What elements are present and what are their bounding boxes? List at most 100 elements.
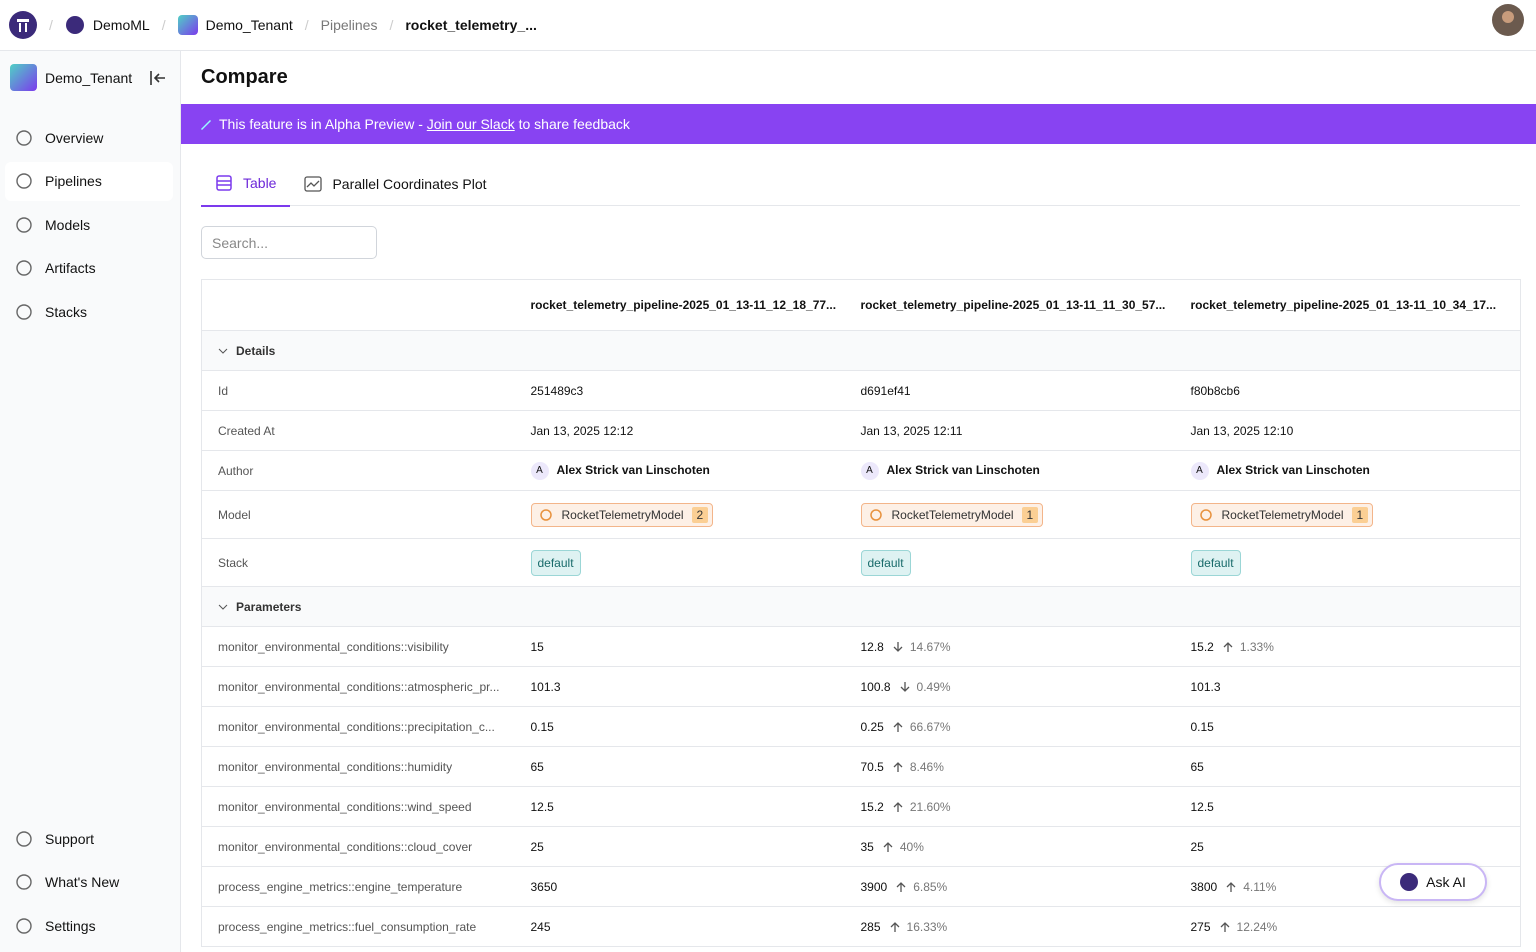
model-version: 1 — [1352, 507, 1369, 523]
tab-label: Table — [243, 175, 276, 191]
search-input[interactable]: Search... — [201, 226, 377, 259]
change-arrow — [899, 681, 911, 693]
param-value: 65 — [531, 760, 544, 774]
row-label: Created At — [202, 411, 531, 451]
param-value: 15.2 — [1191, 640, 1214, 654]
tenant-name[interactable]: Demo_Tenant — [45, 70, 132, 86]
tab[interactable]: Parallel Coordinates Plot — [290, 161, 500, 206]
model-name: RocketTelemetryModel — [892, 508, 1014, 522]
slack-link[interactable]: Join our Slack — [427, 116, 515, 132]
param-value: 0.15 — [531, 720, 554, 734]
nav-item[interactable]: Settings — [5, 906, 173, 945]
param-value: 3800 — [1191, 880, 1218, 894]
cell: 25 — [531, 827, 861, 867]
param-delta: 40% — [900, 840, 924, 854]
ask-ai-button[interactable]: Ask AI — [1379, 863, 1487, 901]
param-value: 12.8 — [861, 640, 884, 654]
row-label: process_engine_metrics::engine_temperatu… — [202, 867, 531, 907]
author-name: Alex Strick van Linschoten — [1217, 463, 1370, 477]
nav-item[interactable]: Artifacts — [5, 249, 173, 288]
nav-item[interactable]: What's New — [5, 863, 173, 902]
page-title: Compare — [201, 66, 288, 89]
sidebar: Demo_Tenant Overview Pipelines Models Artif… — [0, 51, 181, 952]
author-name: Alex Strick van Linschoten — [557, 463, 710, 477]
param-value: 0.25 — [861, 720, 884, 734]
nav-label: Models — [45, 217, 90, 233]
cell: 0.15 — [1191, 707, 1521, 747]
data-row: monitor_environmental_conditions::wind_s… — [202, 787, 1521, 827]
cell: A Alex Strick van Linschoten — [1191, 451, 1521, 491]
stack-badge[interactable]: default — [1191, 550, 1241, 576]
nav-item[interactable]: Models — [5, 205, 173, 244]
model-name: RocketTelemetryModel — [1222, 508, 1344, 522]
cell: 0.15 — [531, 707, 861, 747]
org[interactable]: DemoML — [93, 17, 150, 33]
nav-item[interactable]: Stacks — [5, 292, 173, 331]
param-delta: 6.85% — [913, 880, 947, 894]
cell: RocketTelemetryModel 1 — [861, 491, 1191, 539]
data-row: Stackdefaultdefaultdefault — [202, 539, 1521, 587]
cell: 3650 — [531, 867, 861, 907]
change-arrow — [1225, 881, 1237, 893]
param-value: 12.5 — [531, 800, 554, 814]
model-version: 2 — [692, 507, 709, 523]
tenant[interactable]: Demo_Tenant — [206, 17, 293, 33]
stack-badge[interactable]: default — [531, 550, 581, 576]
cell: 251489c3 — [531, 371, 861, 411]
row-label: Id — [202, 371, 531, 411]
model-name: RocketTelemetryModel — [562, 508, 684, 522]
data-row: process_engine_metrics::engine_temperatu… — [202, 867, 1521, 907]
model-badge[interactable]: RocketTelemetryModel 1 — [1191, 503, 1374, 527]
cell: RocketTelemetryModel 1 — [1191, 491, 1521, 539]
cell: Jan 13, 2025 12:11 — [861, 411, 1191, 451]
model-badge[interactable]: RocketTelemetryModel 1 — [861, 503, 1044, 527]
topbar: / DemoML / Demo_Tenant / Pipelines / roc… — [0, 0, 1536, 51]
param-value: 3650 — [531, 880, 558, 894]
crumb[interactable]: Pipelines — [321, 17, 378, 33]
nav-item[interactable]: Pipelines — [5, 162, 173, 201]
data-row: monitor_environmental_conditions::visibi… — [202, 627, 1521, 667]
row-label: monitor_environmental_conditions::visibi… — [202, 627, 531, 667]
param-value: 70.5 — [861, 760, 884, 774]
cell: default — [861, 539, 1191, 587]
model-version: 1 — [1022, 507, 1039, 523]
avatar: A — [861, 462, 879, 480]
stack-badge[interactable]: default — [861, 550, 911, 576]
change-arrow — [889, 921, 901, 933]
section-row[interactable]: Details — [202, 331, 1521, 371]
nav-item[interactable]: Support — [5, 819, 173, 858]
row-label: monitor_environmental_conditions::wind_s… — [202, 787, 531, 827]
model-badge[interactable]: RocketTelemetryModel 2 — [531, 503, 714, 527]
change-arrow — [892, 801, 904, 813]
corner-cell — [202, 280, 531, 331]
data-row: Created AtJan 13, 2025 12:12Jan 13, 2025… — [202, 411, 1521, 451]
cell: 65 — [1191, 747, 1521, 787]
cell: 25 — [1191, 827, 1521, 867]
tabs: Table Parallel Coordinates Plot — [201, 161, 1520, 206]
alpha-banner: This feature is in Alpha Preview - Join … — [181, 104, 1536, 144]
change-arrow — [892, 721, 904, 733]
param-value: 3900 — [861, 880, 888, 894]
cell: f80b8cb6 — [1191, 371, 1521, 411]
section-row[interactable]: Parameters — [202, 587, 1521, 627]
avatar: A — [1191, 462, 1209, 480]
nav-item[interactable]: Overview — [5, 118, 173, 157]
author-name: Alex Strick van Linschoten — [887, 463, 1040, 477]
param-value: 12.5 — [1191, 800, 1214, 814]
tab[interactable]: Table — [201, 161, 290, 207]
data-row: monitor_environmental_conditions::humidi… — [202, 747, 1521, 787]
cell: RocketTelemetryModel 2 — [531, 491, 861, 539]
cell: 3540% — [861, 827, 1191, 867]
param-value: 285 — [861, 920, 881, 934]
nav-label: Stacks — [45, 304, 87, 320]
cell: 12.5 — [531, 787, 861, 827]
user-avatar[interactable] — [1492, 4, 1524, 36]
section-title: Parameters — [236, 600, 301, 614]
crumb: rocket_telemetry_... — [405, 17, 537, 33]
param-delta: 21.60% — [910, 800, 951, 814]
change-arrow — [895, 881, 907, 893]
cell: 3900 6.85% — [861, 867, 1191, 907]
cell: 15.221.60% — [861, 787, 1191, 827]
nav-label: Settings — [45, 918, 96, 934]
